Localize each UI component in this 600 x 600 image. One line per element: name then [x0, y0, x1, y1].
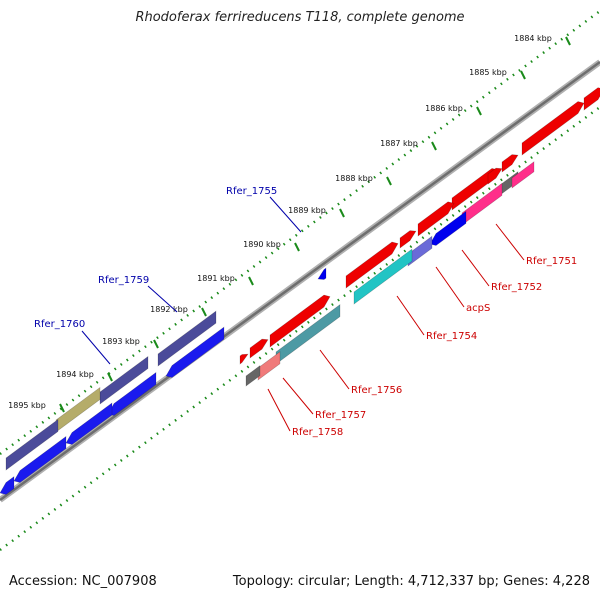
- gene-label-leader: [269, 196, 302, 233]
- gene-label: acpS: [466, 303, 490, 314]
- gene-feature: [257, 351, 281, 381]
- kbp-tick-mark: [107, 372, 113, 382]
- kbp-tick-mark: [59, 403, 65, 413]
- kbp-tick-mark: [153, 339, 159, 349]
- gene-feature: [0, 476, 15, 495]
- gene-feature: [521, 101, 585, 156]
- kbp-tick-label: 1889 kbp: [288, 206, 326, 215]
- gene-label-leader: [319, 349, 350, 390]
- kbp-tick-label: 1894 kbp: [56, 370, 94, 379]
- gene-label-leader: [282, 377, 314, 415]
- kbp-tick-mark: [476, 106, 482, 116]
- gene-label: Rfer_1751: [526, 256, 577, 267]
- gene-feature: [399, 230, 417, 249]
- kbp-tick-mark: [520, 70, 526, 80]
- gene-label-leader: [267, 388, 291, 432]
- kbp-tick-mark: [431, 141, 437, 151]
- gene-feature: [417, 201, 455, 237]
- gene-labels: Rfer_1755 Rfer_1759 Rfer_1760 Rfer_1751 Rfer…: [34, 186, 577, 438]
- gene-label: Rfer_1758: [292, 427, 343, 438]
- gene-feature: [353, 248, 413, 305]
- map-title: Rhodoferax ferrireducens T118, complete …: [135, 10, 465, 25]
- kbp-tick-label: 1890 kbp: [243, 240, 281, 249]
- kbp-tick-label: 1887 kbp: [380, 139, 418, 148]
- inner-tick-line: [0, 105, 600, 552]
- gene-feature: [65, 402, 113, 445]
- kbp-tick-mark: [248, 276, 254, 286]
- gene-feature: [157, 310, 217, 367]
- gene-feature: [239, 353, 249, 365]
- gene-feature: [583, 87, 600, 111]
- kbp-tick-mark: [339, 208, 345, 218]
- genome-backbone-core: [0, 60, 600, 502]
- kbp-tick-mark: [201, 307, 207, 317]
- kbp-tick-label: 1892 kbp: [150, 305, 188, 314]
- kbp-tick-label: 1885 kbp: [469, 68, 507, 77]
- kbp-tick-label: 1893 kbp: [102, 337, 140, 346]
- gene-feature: [345, 241, 399, 289]
- kbp-tick-mark: [294, 242, 300, 252]
- gene-feature: [165, 326, 225, 378]
- gene-feature: [245, 365, 261, 387]
- gene-feature: [13, 435, 67, 483]
- gene-label-leader: [461, 249, 490, 287]
- gene-label: Rfer_1756: [351, 385, 402, 396]
- gene-label-leader: [495, 223, 525, 261]
- kbp-tick-mark: [565, 36, 571, 46]
- gene-label-leader: [147, 285, 178, 313]
- gene-feature: [5, 418, 59, 471]
- topology-summary: Topology: circular; Length: 4,712,337 bp…: [232, 574, 590, 589]
- gene-feature: [317, 267, 327, 280]
- gene-feature: [269, 294, 331, 348]
- gene-label: Rfer_1755: [226, 186, 277, 197]
- accession-text: Accession: NC_007908: [9, 574, 157, 589]
- gene-label: Rfer_1752: [491, 282, 542, 293]
- kbp-tick-label: 1884 kbp: [514, 34, 552, 43]
- gene-features: [0, 87, 600, 495]
- gene-label-leader: [396, 295, 425, 336]
- gene-feature: [501, 154, 519, 173]
- gene-label-leader: [81, 330, 111, 365]
- gene-label-leader: [435, 266, 465, 308]
- outer-tick-line: [0, 9, 600, 456]
- kbp-tick-mark: [386, 176, 392, 186]
- gene-label: Rfer_1760: [34, 319, 85, 330]
- gene-label: Rfer_1759: [98, 275, 149, 286]
- kbp-tick-label: 1888 kbp: [335, 174, 373, 183]
- kbp-tick-label: 1886 kbp: [425, 104, 463, 113]
- gene-feature: [511, 161, 535, 189]
- kbp-tick-label: 1895 kbp: [8, 401, 46, 410]
- gene-label: Rfer_1757: [315, 410, 366, 421]
- gene-label: Rfer_1754: [426, 331, 477, 342]
- gene-feature: [99, 355, 149, 405]
- gene-feature: [487, 167, 503, 185]
- kbp-ticks: 1884 kbp 1885 kbp 1886 kbp 1887 kbp 1888 kbp…: [8, 34, 571, 413]
- gene-feature: [249, 338, 269, 359]
- kbp-tick-label: 1891 kbp: [197, 274, 235, 283]
